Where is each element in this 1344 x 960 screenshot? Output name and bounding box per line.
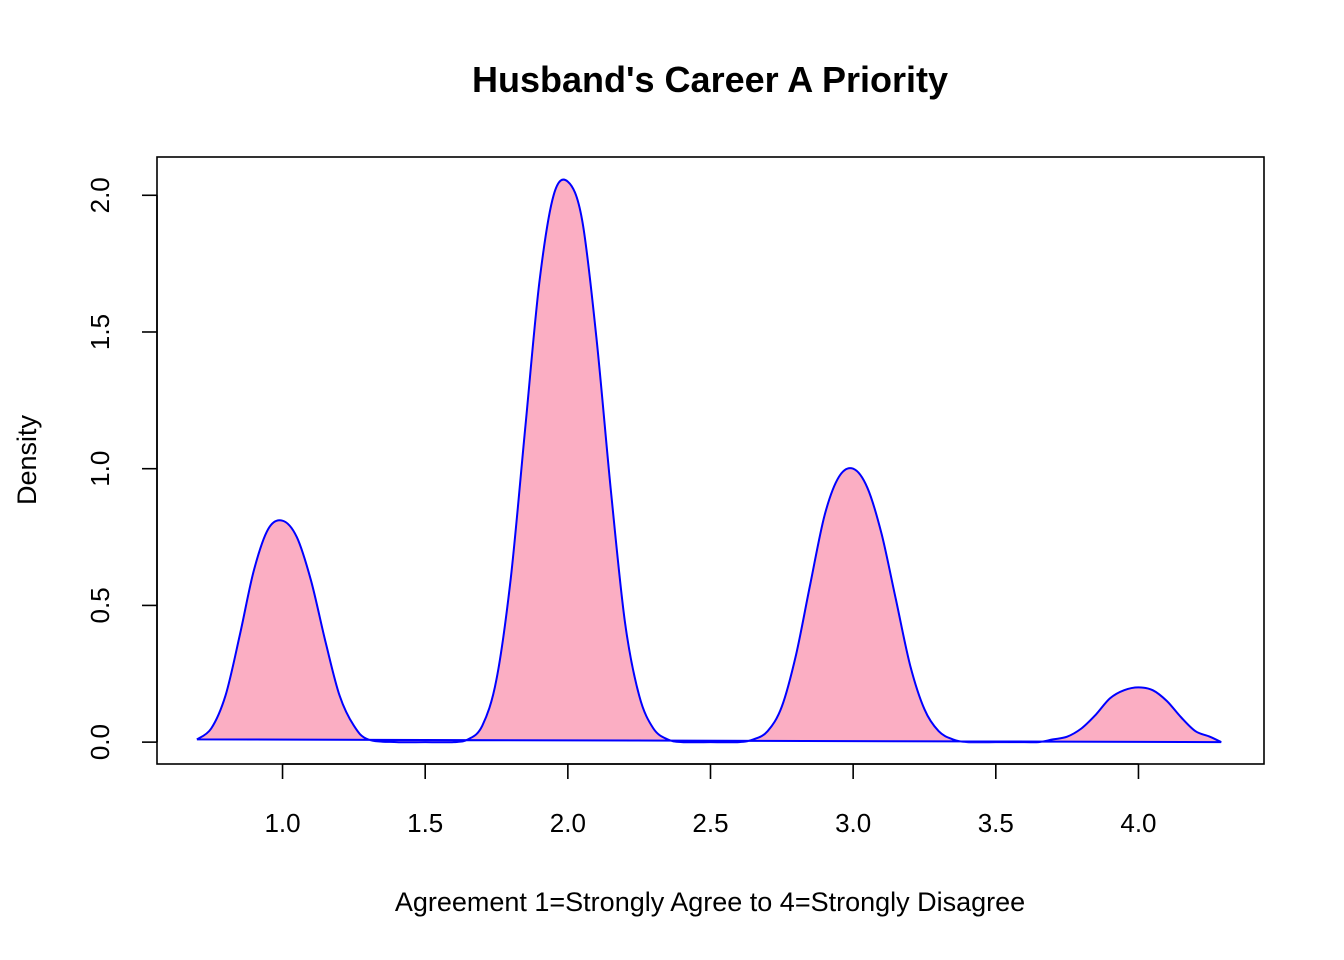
x-tick-label: 3.5 [978, 808, 1014, 838]
x-axis: 1.0 1.5 2.0 2.5 3.0 3.5 4.0 [264, 763, 1157, 838]
density-fill [196, 179, 1222, 743]
y-tick-label: 1.5 [85, 314, 115, 350]
x-tick-label: 1.5 [407, 808, 443, 838]
chart-title: Husband's Career A Priority [472, 59, 948, 100]
y-tick-label: 2.0 [85, 177, 115, 213]
x-axis-label: Agreement 1=Strongly Agree to 4=Strongly… [395, 887, 1025, 917]
plot-area [196, 178, 1222, 744]
y-tick-label: 0.5 [85, 587, 115, 623]
y-axis: 0.0 0.5 1.0 1.5 2.0 [85, 177, 158, 760]
y-axis-label: Density [12, 414, 42, 505]
y-tick-label: 0.0 [85, 724, 115, 760]
x-tick-label: 3.0 [835, 808, 871, 838]
x-tick-label: 1.0 [264, 808, 300, 838]
x-tick-label: 2.0 [550, 808, 586, 838]
x-tick-label: 2.5 [692, 808, 728, 838]
density-line [196, 178, 1222, 744]
y-tick-label: 1.0 [85, 451, 115, 487]
x-tick-label: 4.0 [1120, 808, 1156, 838]
